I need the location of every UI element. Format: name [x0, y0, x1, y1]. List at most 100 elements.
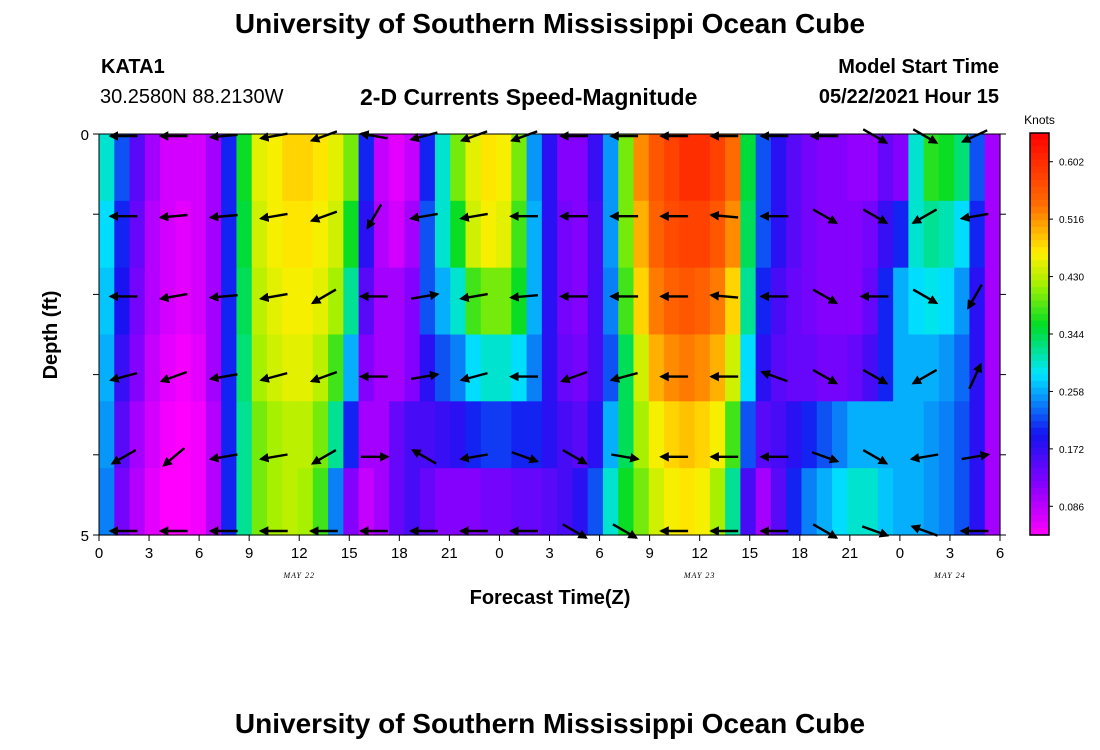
- colorbar-swatch: [1030, 441, 1049, 449]
- heatmap-cell: [419, 468, 436, 536]
- colorbar-swatch: [1030, 313, 1049, 322]
- current-vector: [612, 523, 638, 539]
- colorbar-swatch: [1030, 300, 1049, 308]
- heatmap-cell: [496, 134, 512, 202]
- heatmap-cell: [297, 468, 314, 536]
- heatmap-cell: [602, 468, 619, 536]
- heatmap-cell: [664, 200, 680, 269]
- heatmap-cell: [465, 134, 482, 202]
- heatmap-cell: [480, 267, 497, 336]
- colorbar-swatch: [1030, 374, 1049, 382]
- x-axis-label: Forecast Time(Z): [470, 587, 631, 609]
- heatmap-cell: [175, 267, 192, 336]
- heatmap-cell: [282, 401, 299, 469]
- colorbar-swatch: [1030, 179, 1049, 188]
- heatmap-cell: [496, 267, 512, 336]
- heatmap-cell: [694, 401, 711, 469]
- heatmap-cell: [832, 200, 848, 269]
- heatmap-cell: [923, 468, 940, 536]
- colorbar-swatch: [1030, 528, 1049, 536]
- heatmap-cell: [633, 267, 650, 336]
- heatmap-cell: [801, 267, 818, 336]
- heatmap-cell: [358, 468, 375, 536]
- colorbar-swatch: [1030, 133, 1049, 141]
- heatmap-cell: [373, 200, 390, 269]
- colorbar-swatch: [1030, 206, 1049, 214]
- heatmap-cell: [358, 401, 375, 469]
- colorbar-swatch: [1030, 447, 1049, 456]
- x-tick-label: 6: [195, 545, 203, 562]
- heatmap-cell: [847, 200, 864, 269]
- heatmap-cell: [648, 267, 665, 336]
- current-vector: [968, 362, 982, 390]
- current-vector: [259, 212, 288, 222]
- current-vector: [459, 130, 488, 143]
- colorbar-swatch: [1030, 226, 1049, 235]
- heatmap-cell: [602, 401, 619, 469]
- heatmap-cell: [969, 468, 986, 536]
- heatmap-cell: [480, 401, 497, 469]
- current-vector: [159, 370, 188, 384]
- heatmap-cell: [786, 401, 803, 469]
- heatmap-cell: [587, 401, 604, 469]
- colorbar-swatch: [1030, 293, 1049, 302]
- current-vector: [410, 370, 440, 381]
- heatmap-cell: [984, 267, 1001, 336]
- heatmap-cell: [618, 401, 635, 469]
- current-vector: [709, 291, 739, 301]
- current-vector: [861, 525, 890, 538]
- y-tick-label: 0: [81, 127, 89, 144]
- heatmap-cell: [969, 334, 986, 402]
- footer-title: University of Southern Mississippi Ocean…: [234, 708, 866, 739]
- heatmap-cell: [434, 468, 451, 536]
- heatmap-cell: [725, 468, 741, 536]
- current-vector: [862, 449, 889, 465]
- current-vector: [309, 370, 338, 384]
- heatmap-cell: [755, 200, 772, 269]
- heatmap-cell: [862, 267, 879, 336]
- heatmap-cell: [709, 267, 726, 336]
- heatmap-cell: [664, 267, 680, 336]
- heatmap-cell: [373, 267, 390, 336]
- current-vector: [709, 210, 739, 221]
- colorbar-swatch: [1030, 394, 1049, 402]
- heatmap-cell: [190, 267, 207, 336]
- heatmap-cell: [251, 334, 268, 402]
- heatmap-cell: [251, 468, 268, 536]
- heatmap-cell: [160, 267, 176, 336]
- heatmap-cell: [343, 401, 360, 469]
- heatmap-cell: [969, 401, 986, 469]
- colorbar-swatch: [1030, 307, 1049, 315]
- current-vector: [310, 288, 337, 305]
- y-tick-label: 5: [81, 528, 89, 545]
- current-vector: [960, 129, 988, 143]
- heatmap-cell: [389, 200, 406, 269]
- heatmap-cell: [740, 334, 757, 402]
- current-vector: [909, 453, 939, 463]
- heatmap-cell: [373, 468, 390, 536]
- heatmap-cell: [740, 134, 757, 202]
- heatmap-cell: [526, 200, 543, 269]
- current-vector: [862, 128, 889, 144]
- heatmap-cell: [618, 334, 635, 402]
- heatmap-cell: [740, 468, 757, 536]
- heatmap-cell: [144, 468, 161, 536]
- heatmap-cell: [236, 334, 253, 402]
- heatmap-cell: [282, 200, 299, 269]
- heatmap-cell: [434, 334, 451, 402]
- heatmap-cell: [99, 401, 115, 469]
- colorbar-swatch: [1030, 494, 1049, 503]
- heatmap-cell: [129, 468, 146, 536]
- heatmap-cell: [938, 468, 955, 536]
- current-vector: [911, 208, 938, 224]
- heatmap-cell: [526, 334, 543, 402]
- heatmap-cell: [312, 401, 329, 469]
- colorbar-swatch: [1030, 434, 1049, 442]
- current-vector: [961, 451, 991, 461]
- heatmap-cell: [740, 267, 757, 336]
- heatmap-cell: [770, 401, 787, 469]
- heatmap-cell: [450, 334, 467, 402]
- colorbar-swatch: [1030, 514, 1049, 523]
- heatmap-cell: [99, 267, 115, 336]
- colorbar-swatch: [1030, 347, 1049, 355]
